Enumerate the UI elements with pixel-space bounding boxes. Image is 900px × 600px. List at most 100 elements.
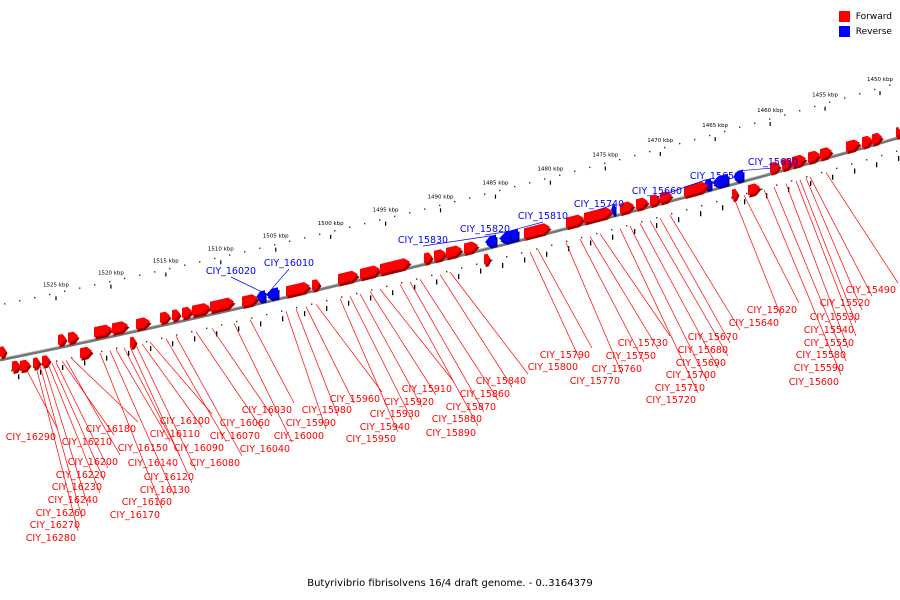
forward-gene-label: CIY_15840 — [476, 376, 526, 387]
forward-gene-label: CIY_16160 — [122, 497, 172, 508]
forward-gene-label: CIY_16100 — [160, 416, 210, 427]
coordinate-tick — [326, 305, 328, 311]
forward-gene-label: CIY_15590 — [794, 363, 844, 374]
scale-dot — [409, 212, 411, 214]
scale-dot — [274, 244, 276, 246]
forward-leader-line — [123, 347, 181, 457]
scale-dot — [784, 114, 786, 116]
scale-dot — [424, 208, 426, 210]
forward-leader-line — [233, 323, 293, 443]
reverse-gene-label: CIY_15650 — [690, 171, 740, 182]
scale-dot — [649, 150, 651, 153]
scale-dot — [341, 296, 343, 298]
forward-leader-line — [589, 236, 659, 350]
scale-tick — [824, 106, 826, 111]
scale-dot — [686, 209, 688, 211]
coordinate-tick — [304, 311, 306, 317]
scale-dot — [281, 310, 283, 312]
scale-tick — [769, 122, 771, 127]
forward-gene — [20, 359, 30, 371]
scale-dot — [514, 185, 516, 188]
scale-dot — [221, 324, 223, 326]
forward-gene — [338, 270, 358, 285]
forward-gene-label: CIY_16030 — [242, 405, 292, 416]
scale-dot — [731, 196, 733, 199]
scale-dot — [11, 369, 13, 372]
forward-leader-line — [285, 311, 327, 430]
forward-gene-label: CIY_15540 — [804, 325, 854, 336]
scale-dot — [746, 192, 748, 195]
scale-label: 1475 kbp — [592, 152, 618, 158]
coordinate-tick — [744, 199, 746, 205]
scale-dot — [889, 84, 891, 86]
scale-label: 1505 kbp — [263, 234, 289, 240]
forward-gene — [660, 191, 672, 203]
reverse-gene-label: CIY_15630 — [748, 157, 798, 168]
coordinate-tick — [62, 365, 64, 371]
scale-dot — [146, 340, 148, 343]
scale-dot — [866, 159, 868, 161]
scale-dot — [184, 264, 186, 266]
forward-leader-line — [249, 319, 295, 404]
scale-dot — [244, 250, 246, 253]
reverse-leader-line — [422, 235, 491, 247]
reverse-leader-line — [484, 231, 509, 236]
forward-leader-line — [211, 328, 273, 417]
forward-leader-line — [449, 271, 529, 375]
scale-label: 1495 kbp — [373, 208, 399, 214]
forward-gene-label: CIY_15760 — [592, 364, 642, 375]
scale-dot — [701, 204, 703, 207]
scale-label: 1515 kbp — [153, 259, 179, 265]
scale-dot — [596, 232, 598, 235]
scale-dot — [124, 277, 126, 280]
forward-gene — [808, 150, 820, 163]
legend-forward: Forward — [838, 9, 892, 24]
map-caption: Butyrivibrio fibrisolvens 16/4 draft gen… — [307, 578, 593, 589]
scale-dot — [656, 217, 658, 219]
forward-gene-label: CIY_15670 — [688, 332, 738, 343]
scale-dot — [259, 247, 261, 249]
forward-gene-label: CIY_15990 — [286, 418, 336, 429]
reverse-leader-line — [714, 175, 721, 183]
scale-dot — [191, 330, 193, 333]
forward-gene-label: CIY_16230 — [52, 482, 102, 493]
forward-leader-line — [315, 304, 383, 393]
coordinate-tick — [414, 284, 416, 290]
forward-gene-label: CIY_15880 — [432, 414, 482, 425]
coordinate-tick — [524, 257, 526, 263]
coordinate-tick — [260, 321, 262, 327]
scale-dot — [139, 274, 141, 276]
reverse-leader-line — [230, 276, 261, 292]
scale-dot — [199, 261, 201, 263]
scale-dot — [296, 306, 298, 309]
forward-gene-label: CIY_15520 — [820, 298, 870, 309]
reverse-gene — [712, 173, 728, 187]
forward-gene-label: CIY_16040 — [240, 444, 290, 455]
scale-label: 1500 kbp — [318, 221, 344, 227]
forward-gene-label: CIY_15600 — [789, 377, 839, 388]
coordinate-tick — [634, 228, 636, 234]
scale-dot — [769, 118, 771, 120]
scale-dot — [806, 176, 808, 178]
scale-dot — [289, 240, 291, 243]
forward-gene-label: CIY_16260 — [36, 508, 86, 519]
scale-dot — [821, 171, 823, 174]
forward-gene — [0, 346, 6, 357]
scale-dot — [79, 287, 81, 289]
scale-dot — [206, 327, 208, 330]
scale-dot — [551, 244, 553, 246]
forward-leader-line — [51, 363, 105, 481]
reverse-gene-label: CIY_15660 — [632, 186, 682, 197]
forward-gene — [434, 249, 446, 261]
coordinate-tick — [480, 268, 482, 274]
legend-forward-label: Forward — [855, 11, 892, 22]
forward-leader-line — [141, 343, 203, 428]
scale-dot — [251, 317, 253, 319]
forward-leader-line — [99, 352, 163, 509]
coordinate-tick — [590, 240, 592, 246]
forward-leader-line — [419, 279, 499, 401]
scale-tick — [439, 208, 442, 213]
scale-dot — [589, 166, 591, 169]
scale-dot — [476, 263, 478, 265]
